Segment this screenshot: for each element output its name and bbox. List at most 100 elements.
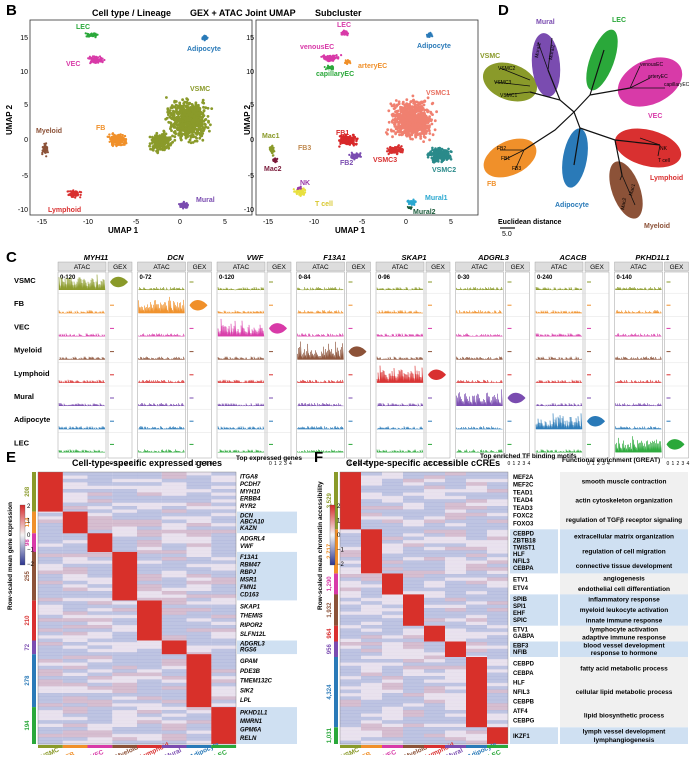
e-count: 114 (25, 517, 31, 527)
cluster-vsmc-2 (148, 129, 175, 155)
umap-ytick: -10 (18, 207, 28, 214)
f-count: 1,932 (327, 602, 333, 618)
f-tf-label: FOXC2 (513, 514, 534, 520)
e-gene-label: PDE3B (240, 669, 261, 675)
track-row-label: Lymphoid (14, 369, 50, 378)
atac-header: ATAC (233, 264, 250, 271)
gex-tick: 3 (602, 461, 605, 467)
e-gene-label: RBM47 (240, 562, 261, 568)
gex-tick: 0 (190, 461, 193, 467)
e-gene-label: LPL (240, 698, 252, 704)
track-range: 0-120 (60, 275, 76, 281)
label-lec: LEC (76, 24, 90, 31)
umap-left-title: Cell type / Lineage (92, 8, 171, 18)
gene-name: MYH11 (84, 253, 108, 262)
gene-name: DCN (167, 253, 184, 262)
label-r-mac2: Mac2 (264, 166, 282, 173)
f-count: 1,290 (327, 576, 333, 592)
atac-header: ATAC (630, 264, 647, 271)
f-function-label: regulation of TGFβ receptor signaling (566, 517, 682, 524)
f-tf-label: TEAD4 (513, 498, 533, 504)
gex-tick: 1 (672, 461, 675, 467)
umap-left-ylabel: UMAP 2 (5, 104, 14, 135)
umap-ytick: 5 (24, 102, 28, 109)
f-tf-label: EBF3 (513, 643, 529, 649)
f-fn-label: Functional enrichment (GREAT) (562, 457, 660, 464)
e-gene-label: ITGA8 (240, 475, 258, 481)
e-gene-label: ADGRL4 (239, 536, 265, 542)
f-scale-tick: 2 (337, 504, 341, 510)
cluster-vec (87, 55, 106, 65)
gene-name: ACACB (558, 253, 587, 262)
cluster-fb (106, 132, 128, 148)
e-gene-label: GPM6A (240, 727, 261, 733)
phylo-tree: VSMC Mural LEC VEC FB Adipocyte Lymphoid… (480, 17, 690, 238)
umap-xtick: -10 (309, 219, 319, 226)
track-row-label: FB (14, 299, 25, 308)
gex-tick: 4 (289, 461, 292, 467)
gex-header: GEX (352, 264, 366, 271)
leaf-nk: NK (660, 146, 668, 152)
cluster-mac2 (272, 157, 279, 164)
cluster-mac1 (268, 144, 276, 157)
umap-right-plot: LEC Adipocyte venousEC arteryEC capillar… (255, 19, 479, 216)
gex-tick: 3 (523, 461, 526, 467)
umap-right-title: Subcluster (315, 8, 362, 18)
label-fb: FB (96, 125, 105, 132)
gex-tick: 4 (687, 461, 690, 467)
label-r-adipocyte: Adipocyte (417, 43, 451, 50)
f-tf-label: HLF (513, 681, 525, 687)
track-range: 0-240 (537, 275, 553, 281)
leaf-arteryec: arteryEC (648, 74, 668, 80)
label-r-nk: NK (300, 180, 310, 187)
leaf-fb1: FB1 (501, 156, 510, 162)
e-count: 255 (25, 571, 31, 582)
f-title: Cell-type-specific accessible cCREs (346, 458, 500, 468)
cluster-lymphoid (66, 189, 83, 199)
f-function-label: cellular lipid metabolic process (576, 689, 673, 696)
atac-header: ATAC (153, 264, 170, 271)
cluster-tcell (292, 186, 307, 197)
leaf-vsmc2: VSMC2 (498, 66, 515, 72)
f-scale-tick: −1 (337, 548, 345, 554)
label-r-mac1: Mac1 (262, 133, 280, 140)
e-heatmap: 2081149825521072278194VSMCFBVECMyeloidLy… (19, 471, 297, 760)
e-scale-tick: −1 (27, 548, 35, 554)
gex-tick: 4 (130, 461, 133, 467)
tree-label-lymphoid: Lymphoid (650, 175, 683, 182)
f-count: 3,529 (327, 493, 333, 509)
f-function-label: fatty acid metabolic process (580, 666, 668, 673)
f-tf-label: TEAD3 (513, 506, 533, 512)
f-tf-label: SPI1 (513, 604, 527, 610)
cluster-venousec (320, 54, 343, 63)
e-gene-label: FMN1 (240, 585, 257, 591)
gex-tick: 1 (195, 461, 198, 467)
leaf-mural1: Mural1 (534, 42, 543, 58)
track-row-label: VEC (14, 322, 30, 331)
f-ylabel: Row-scaled mean chromatin accessibility (317, 481, 324, 610)
e-scale-tick: −2 (27, 562, 35, 568)
genome-tracks: VSMC FB VEC Myeloid Lymphoid Mural Adipocyte LE… (14, 253, 690, 467)
label-r-vsmc1: VSMC1 (426, 90, 450, 97)
label-lymphoid: Lymphoid (48, 207, 81, 214)
f-function-label: response to hormone (591, 650, 658, 657)
f-count: 964 (327, 628, 333, 639)
f-function-label: endothelial cell differentiation (578, 586, 670, 593)
leaf-fb3: FB3 (512, 166, 521, 172)
cluster-fb2 (348, 151, 362, 161)
f-tf-label: ETV1 (513, 577, 529, 583)
f-col-label: LEC (487, 749, 502, 755)
f-tf-label: CEBPB (513, 700, 535, 706)
label-r-mural2: Mural2 (413, 209, 436, 216)
gex-tick: 2 (120, 461, 123, 467)
e-gene-label: SIK2 (240, 688, 254, 694)
e-gene-label: GPAM (240, 659, 259, 665)
gex-header: GEX (511, 264, 525, 271)
gex-header: GEX (113, 264, 127, 271)
cluster-mural2 (406, 205, 413, 210)
umap-ytick: 15 (246, 35, 254, 42)
e-count: 194 (25, 720, 31, 731)
umap-ytick: -5 (22, 173, 28, 180)
